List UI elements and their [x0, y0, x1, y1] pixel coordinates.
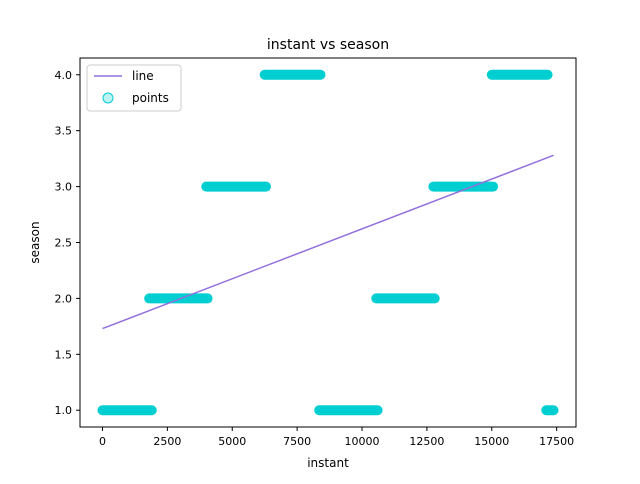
legend-label-points: points — [132, 91, 169, 105]
x-axis: 0 2500 5000 7500 10000 12500 15000 17500 — [99, 427, 574, 448]
points-layer — [97, 69, 559, 416]
y-tick-label: 1.5 — [55, 348, 73, 361]
y-tick-label: 3.0 — [55, 181, 73, 194]
x-tick-label: 0 — [99, 435, 106, 448]
x-tick-label: 2500 — [153, 435, 181, 448]
y-axis: 1.0 1.5 2.0 2.5 3.0 3.5 4.0 — [55, 69, 80, 417]
x-tick-label: 12500 — [409, 435, 444, 448]
legend-marker-swatch — [102, 92, 114, 104]
y-tick-label: 3.5 — [55, 125, 73, 138]
chart-title: instant vs season — [267, 37, 389, 53]
trend-line — [102, 154, 554, 330]
x-tick-label: 7500 — [283, 435, 311, 448]
legend-label-line: line — [132, 69, 154, 83]
y-tick-label: 4.0 — [55, 69, 73, 82]
y-tick-label: 2.0 — [55, 292, 73, 305]
x-tick-label: 10000 — [345, 435, 380, 448]
y-axis-label: season — [28, 221, 42, 263]
y-tick-label: 1.0 — [55, 404, 73, 417]
x-tick-label: 15000 — [474, 435, 509, 448]
x-tick-label: 5000 — [218, 435, 246, 448]
x-axis-label: instant — [307, 456, 349, 470]
y-tick-label: 2.5 — [55, 237, 73, 250]
x-tick-label: 17500 — [539, 435, 574, 448]
legend: line points — [86, 64, 182, 112]
line-layer — [102, 154, 554, 330]
